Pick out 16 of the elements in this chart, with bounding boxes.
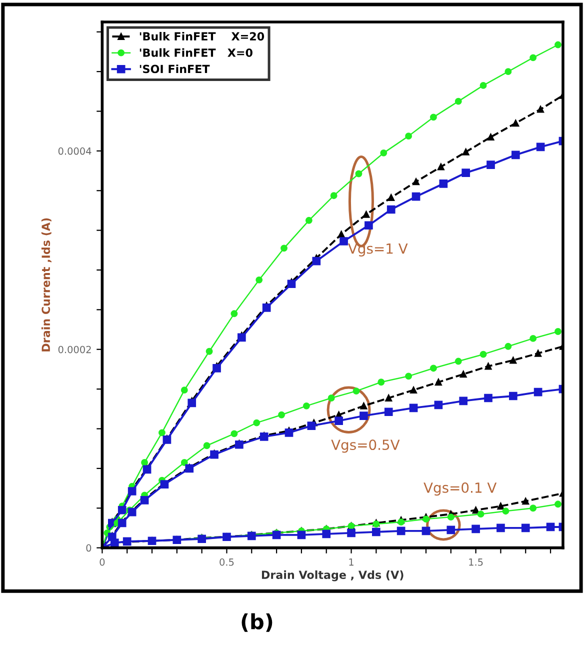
annotation: Vgs=0.5V [331, 440, 400, 453]
x-tick-label: 0 [100, 558, 105, 566]
x-tick-label: 1.5 [469, 558, 483, 566]
legend-label: 'Bulk FinFET X=0 [140, 48, 252, 57]
x-tick-label: 1 [349, 558, 354, 566]
annotation: Vgs=1 V [348, 243, 408, 256]
y-tick-label: 0.0004 [58, 147, 92, 155]
legend-label: 'Bulk FinFET X=20 [140, 32, 264, 41]
legend-label: 'SOI FinFET [140, 64, 210, 74]
text: (b) [242, 613, 272, 632]
annotation: Vgs=0.1 V [424, 482, 497, 496]
y-tick-label: 0 [86, 544, 92, 552]
y-tick-label: 0.0002 [58, 346, 91, 354]
x-axis-title: Drain Voltage , Vds (V) [262, 570, 404, 582]
x-tick-label: 0.5 [220, 558, 234, 566]
y-axis-title: Drain Current ,Ids (A) [41, 218, 52, 352]
